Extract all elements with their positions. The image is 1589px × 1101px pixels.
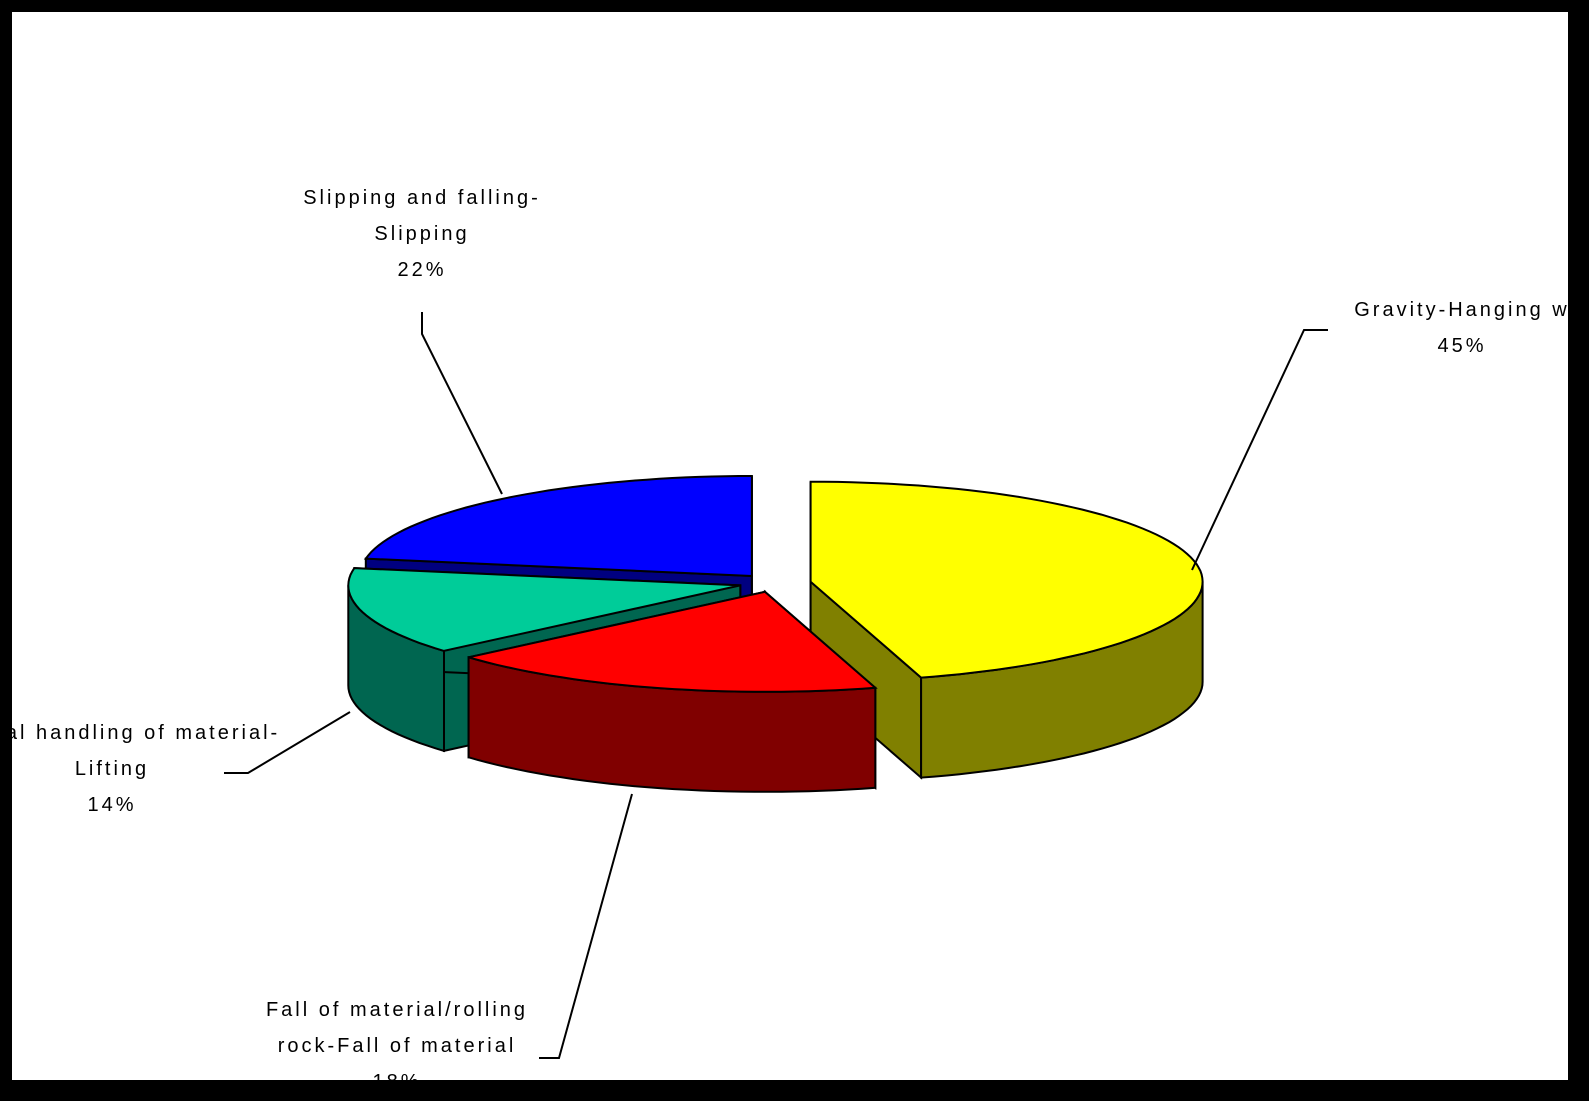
label-value: 22% <box>397 259 447 281</box>
slice-top <box>468 590 878 693</box>
data-label: Fall of material/rolling rock-Fall of ma… <box>232 992 562 1080</box>
label-value: 18% <box>232 1064 562 1080</box>
leader-line <box>421 312 503 495</box>
leader-line <box>1191 329 1328 571</box>
leader-line <box>539 793 633 1059</box>
label-name: Fall of material/rolling rock-Fall of ma… <box>265 999 529 1057</box>
chart <box>224 312 1328 1059</box>
data-label: Gravity-Hanging w 45% <box>1302 292 1568 364</box>
data-label: Manual handling of material-Lifting 14% <box>12 715 307 823</box>
label-name: Slipping and falling-Slipping <box>303 187 541 245</box>
label-value: 14% <box>87 794 137 816</box>
label-value: 45% <box>1437 335 1487 357</box>
label-name: Gravity-Hanging w <box>1354 299 1568 321</box>
slice-top <box>809 480 1204 679</box>
slice-top <box>363 475 753 578</box>
data-label: Slipping and falling-Slipping 22% <box>272 180 572 288</box>
leader-line <box>224 711 351 774</box>
slice-top <box>347 567 741 652</box>
label-name: Manual handling of material-Lifting <box>12 722 281 780</box>
plot-area: Gravity-Hanging w 45% Fall of material/rol… <box>12 12 1568 1080</box>
